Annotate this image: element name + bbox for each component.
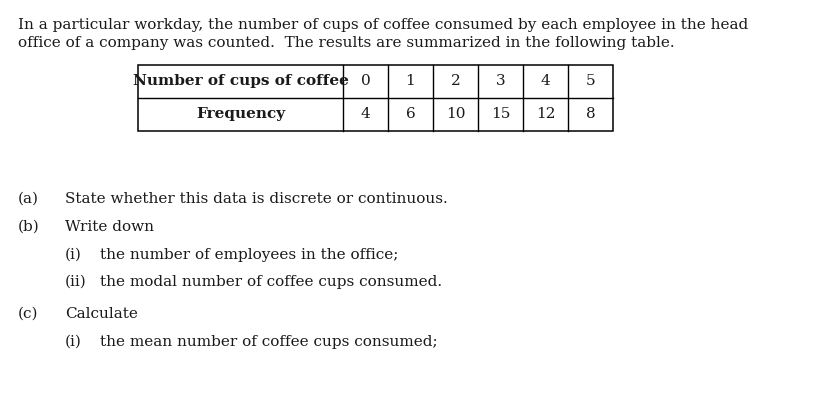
Text: 8: 8 (585, 107, 595, 122)
Text: 1: 1 (405, 75, 415, 89)
Text: Frequency: Frequency (196, 107, 284, 122)
Text: 5: 5 (585, 75, 595, 89)
Text: the mean number of coffee cups consumed;: the mean number of coffee cups consumed; (100, 335, 437, 349)
Text: (i): (i) (65, 335, 82, 349)
Text: office of a company was counted.  The results are summarized in the following ta: office of a company was counted. The res… (18, 36, 674, 50)
Text: In a particular workday, the number of cups of coffee consumed by each employee : In a particular workday, the number of c… (18, 18, 748, 32)
Text: 3: 3 (495, 75, 504, 89)
Text: 12: 12 (535, 107, 555, 122)
Text: State whether this data is discrete or continuous.: State whether this data is discrete or c… (65, 192, 447, 206)
Text: (i): (i) (65, 248, 82, 262)
Text: Calculate: Calculate (65, 307, 138, 321)
Text: the number of employees in the office;: the number of employees in the office; (100, 248, 398, 262)
Text: 0: 0 (361, 75, 370, 89)
Text: 2: 2 (450, 75, 460, 89)
Text: (b): (b) (18, 220, 40, 234)
Text: (ii): (ii) (65, 275, 87, 289)
Text: the modal number of coffee cups consumed.: the modal number of coffee cups consumed… (100, 275, 442, 289)
Text: 15: 15 (490, 107, 509, 122)
Text: (c): (c) (18, 307, 38, 321)
Text: 6: 6 (405, 107, 415, 122)
Text: 4: 4 (540, 75, 550, 89)
Text: (a): (a) (18, 192, 39, 206)
Text: Number of cups of coffee: Number of cups of coffee (132, 75, 348, 89)
Text: 4: 4 (361, 107, 370, 122)
Text: 10: 10 (445, 107, 465, 122)
Text: Write down: Write down (65, 220, 154, 234)
